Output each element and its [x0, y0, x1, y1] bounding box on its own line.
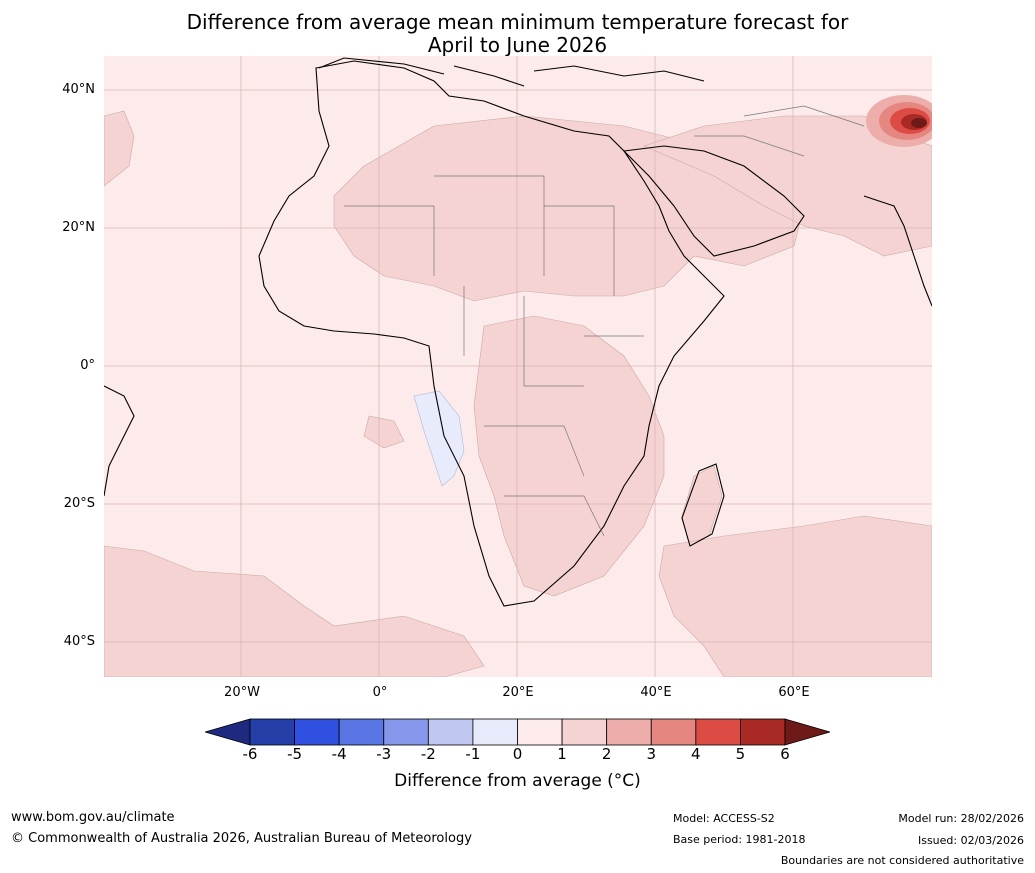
website-text: www.bom.gov.au/climate	[11, 810, 175, 825]
colorbar-segment	[650, 718, 697, 746]
colorbar-label: Difference from average (°C)	[394, 771, 641, 791]
colorbar-segment	[517, 718, 563, 746]
colorbar-tick-label: 5	[735, 745, 746, 763]
disclaimer-text: Boundaries are not considered authoritat…	[780, 854, 1024, 867]
issued-text: Issued: 02/03/2026	[917, 834, 1024, 847]
chart-title-line2: April to June 2026	[427, 33, 608, 57]
colorbar-extend-high	[784, 718, 830, 746]
colorbar-tick-label: -2	[420, 745, 436, 763]
colorbar-tick-label: 4	[691, 745, 701, 763]
lat-label-20n: 20°N	[62, 220, 95, 235]
colorbar-segment	[249, 718, 295, 746]
colorbar-segment	[561, 718, 608, 746]
colorbar-tick-label: 0	[512, 745, 523, 763]
graticule	[104, 56, 932, 677]
country-borders	[344, 105, 865, 537]
colorbar-segment	[383, 718, 429, 746]
colorbar-tick-label: -1	[465, 745, 481, 763]
colorbar-extend-low	[205, 718, 251, 746]
colorbar-segment	[740, 718, 786, 746]
colorbar	[205, 718, 830, 746]
colorbar-tick-label: 2	[601, 745, 612, 763]
lon-label-20e: 20°E	[502, 685, 534, 700]
lat-label-0: 0°	[80, 358, 95, 373]
colorbar-tick-label: -6	[242, 745, 258, 763]
colorbar-segment	[294, 718, 340, 746]
anomaly-negative-region	[413, 390, 465, 487]
colorbar-segment	[695, 718, 741, 746]
lon-label-40e: 40°E	[640, 685, 672, 700]
anomaly-hotspot	[866, 95, 932, 147]
coastlines	[104, 57, 932, 607]
colorbar-segment	[606, 718, 652, 746]
colorbar-tick-label: 6	[780, 745, 790, 763]
lat-label-40s: 40°S	[63, 634, 95, 649]
copyright-text: © Commonwealth of Australia 2026, Austra…	[11, 831, 472, 846]
colorbar-segment	[472, 718, 518, 746]
lat-label-40n: 40°N	[62, 82, 95, 97]
colorbar-tick-label: 1	[557, 745, 567, 763]
colorbar-tick-label: 3	[646, 745, 657, 763]
base-period-text: Base period: 1981-2018	[673, 833, 806, 846]
lon-label-20w: 20°W	[224, 685, 260, 700]
colorbar-tick-label: -5	[287, 745, 303, 763]
colorbar-tick-label: -3	[376, 745, 392, 763]
lat-label-20s: 20°S	[63, 496, 95, 511]
colorbar-tick-label: -4	[331, 745, 347, 763]
forecast-map	[104, 56, 932, 677]
chart-title-line1: Difference from average mean minimum tem…	[186, 10, 849, 34]
lon-label-60e: 60°E	[778, 685, 810, 700]
model-run-text: Model run: 28/02/2026	[898, 812, 1024, 825]
colorbar-segment	[427, 718, 474, 746]
lon-label-0: 0°	[372, 685, 388, 700]
model-text: Model: ACCESS-S2	[673, 812, 775, 825]
colorbar-segment	[338, 718, 385, 746]
anomaly-1-2-region	[104, 110, 932, 677]
